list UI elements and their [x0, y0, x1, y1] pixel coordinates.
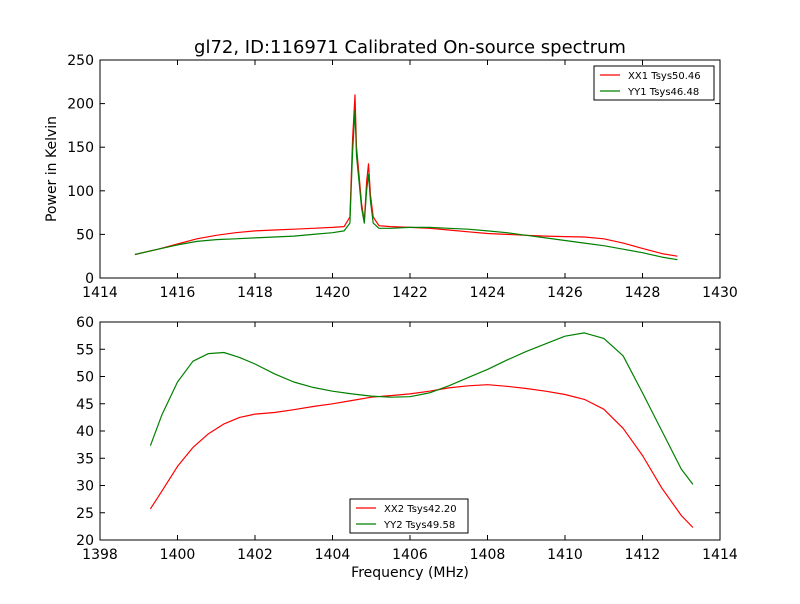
bottom-series-line-1: [149, 384, 694, 528]
top-y-axis-label: Power in Kelvin: [44, 116, 60, 222]
bottom-y-tick-label: 20: [76, 533, 94, 549]
bottom-x-tick-label: 1398: [82, 547, 118, 563]
bottom-y-tick-label: 25: [76, 506, 94, 522]
bottom-x-tick-label: 1414: [702, 547, 738, 563]
top-x-tick-label: 1430: [702, 285, 738, 301]
top-y-tick-label: 0: [85, 271, 94, 287]
top-x-tick-label: 1428: [625, 285, 661, 301]
bottom-x-tick-label: 1404: [315, 547, 351, 563]
bottom-x-tick-label: 1408: [470, 547, 506, 563]
bottom-x-tick-label: 1402: [237, 547, 273, 563]
top-x-tick-label: 1422: [392, 285, 428, 301]
top-x-tick-label: 1424: [470, 285, 506, 301]
top-y-tick-label: 200: [67, 97, 94, 113]
bottom-series-line-2: [149, 332, 694, 485]
top-y-tick-label: 150: [67, 140, 94, 156]
bottom-legend-box: [349, 498, 469, 534]
top-y-tick-label: 50: [76, 227, 94, 243]
bottom-x-tick-label: 1400: [160, 547, 196, 563]
top-x-tick-label: 1420: [315, 285, 351, 301]
bottom-x-tick-label: 1412: [625, 547, 661, 563]
top-series-line-1: [134, 94, 678, 257]
bottom-legend-label-2: YY2 Tsys49.58: [383, 520, 455, 531]
chart-title: gl72, ID:116971 Calibrated On-source spe…: [194, 37, 626, 58]
bottom-legend-label-1: XX2 Tsys42.20: [384, 504, 457, 515]
top-y-tick-label: 100: [67, 184, 94, 200]
bottom-x-tick-label: 1410: [547, 547, 583, 563]
top-legend-label-2: YY1 Tsys46.48: [627, 87, 699, 98]
bottom-y-tick-label: 30: [76, 479, 94, 495]
top-series-line-2: [134, 109, 678, 261]
bottom-panel: 1398 1400 1402 1404 1406 1408 1410 1412 1414 20 25…: [76, 315, 738, 581]
top-x-tick-label: 1414: [82, 285, 118, 301]
top-x-tick-label: 1416: [160, 285, 196, 301]
bottom-y-tick-label: 55: [76, 342, 94, 358]
bottom-x-axis-label: Frequency (MHz): [351, 565, 469, 581]
bottom-y-tick-label: 45: [76, 397, 94, 413]
top-x-tick-label: 1418: [237, 285, 273, 301]
bottom-y-tick-label: 35: [76, 451, 94, 467]
top-legend-box: [593, 65, 715, 101]
top-x-tick-label: 1426: [547, 285, 583, 301]
top-legend-label-1: XX1 Tsys50.46: [628, 71, 701, 82]
bottom-x-tick-label: 1406: [392, 547, 428, 563]
bottom-y-tick-label: 60: [76, 315, 94, 331]
bottom-y-tick-label: 50: [76, 370, 94, 386]
top-panel: 1414 1416 1418 1420 1422 1424 1426 1428 1430 0 50 1…: [44, 53, 738, 301]
top-y-tick-label: 250: [67, 53, 94, 69]
bottom-y-tick-label: 40: [76, 424, 94, 440]
